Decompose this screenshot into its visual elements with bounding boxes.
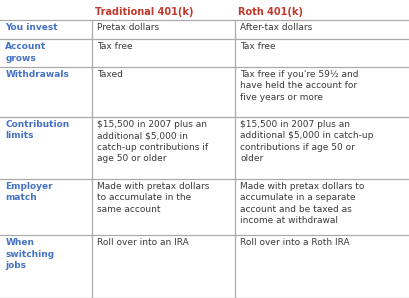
Text: Roth 401(k): Roth 401(k) xyxy=(238,7,303,18)
Text: Account
grows: Account grows xyxy=(5,42,47,63)
Text: Contribution
limits: Contribution limits xyxy=(5,120,70,140)
Text: Tax free: Tax free xyxy=(97,42,133,51)
Text: Traditional 401(k): Traditional 401(k) xyxy=(95,7,194,18)
Text: Tax free if you're 59½ and
have held the account for
five years or more: Tax free if you're 59½ and have held the… xyxy=(240,70,359,102)
Text: When
switching
jobs: When switching jobs xyxy=(5,238,54,270)
Text: Employer
match: Employer match xyxy=(5,182,53,202)
Text: Pretax dollars: Pretax dollars xyxy=(97,23,160,32)
Text: You invest: You invest xyxy=(5,23,58,32)
Text: $15,500 in 2007 plus an
additional $5,000 in
catch-up contributions if
age 50 or: $15,500 in 2007 plus an additional $5,00… xyxy=(97,120,209,163)
Text: Made with pretax dollars to
accumulate in a separate
account and be taxed as
inc: Made with pretax dollars to accumulate i… xyxy=(240,182,365,225)
Text: Roll over into an IRA: Roll over into an IRA xyxy=(97,238,189,247)
Text: Made with pretax dollars
to accumulate in the
same account: Made with pretax dollars to accumulate i… xyxy=(97,182,210,214)
Text: Roll over into a Roth IRA: Roll over into a Roth IRA xyxy=(240,238,350,247)
Text: Withdrawals: Withdrawals xyxy=(5,70,69,79)
Text: Taxed: Taxed xyxy=(97,70,123,79)
Text: Tax free: Tax free xyxy=(240,42,276,51)
Text: After-tax dollars: After-tax dollars xyxy=(240,23,313,32)
Text: $15,500 in 2007 plus an
additional $5,000 in catch-up
contributions if age 50 or: $15,500 in 2007 plus an additional $5,00… xyxy=(240,120,374,163)
